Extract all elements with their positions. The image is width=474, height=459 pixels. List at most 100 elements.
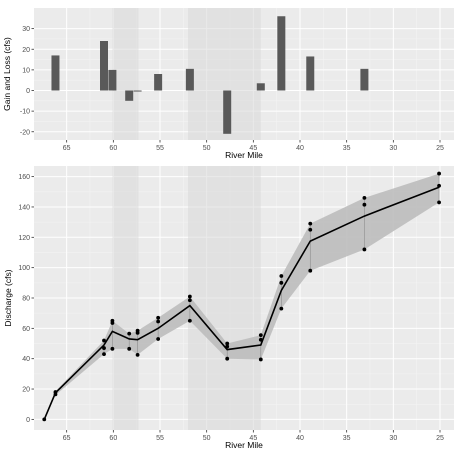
x-tick-label: 65	[63, 145, 71, 152]
data-point	[279, 306, 284, 311]
bar	[51, 55, 60, 91]
data-point	[258, 357, 263, 362]
y-tick-label: 160	[18, 174, 30, 181]
x-tick-label: 25	[436, 145, 444, 152]
data-point	[127, 331, 132, 336]
x-tick-label: 45	[249, 145, 257, 152]
bar	[125, 90, 134, 101]
data-point	[437, 200, 441, 205]
y-tick-label: 30	[22, 26, 30, 33]
data-point	[225, 344, 230, 349]
discharge-chart: 65 60 55 50 45 40 35 30 25 0 20 40 60 80 100 120 140 160…	[3, 166, 454, 450]
gain-loss-y-ticks: -20 -10 0 10 20 30	[20, 26, 34, 136]
data-point	[110, 318, 115, 323]
x-tick-label: 50	[203, 435, 211, 442]
data-point	[258, 333, 263, 338]
data-point	[279, 274, 284, 278]
data-point	[258, 337, 263, 342]
data-point	[187, 318, 192, 323]
discharge-y-axis-title: Discharge (cfs)	[3, 269, 13, 326]
bar	[108, 69, 117, 91]
y-tick-label: 20	[22, 387, 30, 394]
bar	[100, 41, 108, 91]
shaded-region	[188, 166, 261, 430]
y-tick-label: 0	[26, 417, 30, 424]
data-point	[42, 417, 47, 422]
gain-loss-y-axis-title: Gain and Loss (cfs)	[2, 37, 12, 111]
x-tick-label: 30	[389, 145, 397, 152]
y-tick-label: 10	[22, 67, 30, 74]
data-point	[135, 352, 140, 357]
bar	[277, 16, 286, 91]
data-point	[308, 268, 313, 273]
discharge-confidence-ribbon	[44, 173, 440, 420]
data-point	[437, 171, 441, 176]
x-tick-label: 50	[203, 145, 211, 152]
gain-loss-shaded-regions	[112, 8, 261, 140]
x-tick-label: 55	[156, 145, 164, 152]
data-point	[135, 328, 140, 333]
y-tick-label: -10	[20, 109, 30, 116]
discharge-y-ticks: 0 20 40 60 80 100 120 140 160	[18, 174, 34, 424]
data-point	[225, 341, 230, 346]
data-point	[362, 202, 367, 207]
bar	[154, 74, 163, 91]
shaded-region	[112, 8, 139, 140]
data-point	[102, 346, 106, 350]
bar	[133, 90, 142, 92]
x-tick-label: 45	[249, 435, 257, 442]
data-point	[279, 280, 284, 285]
bar	[223, 90, 232, 134]
x-tick-label: 65	[63, 435, 71, 442]
y-tick-label: 40	[22, 356, 30, 363]
discharge-x-ticks: 65 60 55 50 45 40 35 30 25	[63, 430, 444, 442]
data-point	[156, 315, 161, 320]
bar	[360, 68, 369, 91]
data-point	[102, 338, 106, 343]
gain-loss-x-axis-title: River Mile	[225, 150, 263, 160]
discharge-mean-line	[43, 186, 440, 420]
y-tick-label: -20	[20, 129, 30, 136]
data-point	[102, 352, 106, 357]
bar	[256, 83, 265, 91]
data-point	[362, 247, 367, 252]
data-point	[156, 319, 161, 324]
y-tick-label: 80	[22, 296, 30, 303]
x-tick-label: 40	[296, 145, 304, 152]
data-point	[362, 195, 367, 200]
y-tick-label: 140	[18, 204, 30, 211]
data-point	[437, 183, 441, 188]
x-tick-label: 40	[296, 435, 304, 442]
x-tick-label: 30	[389, 435, 397, 442]
data-point	[308, 221, 313, 226]
x-tick-label: 25	[436, 435, 444, 442]
y-tick-label: 100	[18, 265, 30, 272]
y-tick-label: 60	[22, 326, 30, 333]
y-tick-label: 0	[26, 88, 30, 95]
data-point	[187, 294, 192, 299]
data-point	[187, 298, 192, 303]
x-tick-label: 35	[343, 435, 351, 442]
data-point	[127, 346, 132, 351]
discharge-shaded-regions	[112, 166, 261, 430]
gain-loss-x-ticks: 65 60 55 50 45 40 35 30 25	[63, 140, 444, 152]
x-tick-label: 60	[109, 145, 117, 152]
x-tick-label: 55	[156, 435, 164, 442]
x-tick-label: 35	[343, 145, 351, 152]
x-tick-label: 60	[109, 435, 117, 442]
bar	[185, 68, 194, 91]
y-tick-label: 20	[22, 47, 30, 54]
gain-loss-bars	[51, 16, 369, 134]
data-point	[53, 390, 58, 394]
gain-loss-chart: 65 60 55 50 45 40 35 30 25 -20 -10 0 10 20 30 River M…	[2, 8, 454, 160]
y-tick-label: 120	[18, 235, 30, 242]
data-point	[110, 346, 115, 351]
data-point	[308, 227, 313, 232]
shaded-region	[112, 166, 139, 430]
discharge-points	[42, 171, 441, 422]
bar	[306, 56, 315, 91]
discharge-x-axis-title: River Mile	[225, 440, 263, 450]
data-point	[156, 337, 161, 341]
data-point	[225, 356, 230, 361]
